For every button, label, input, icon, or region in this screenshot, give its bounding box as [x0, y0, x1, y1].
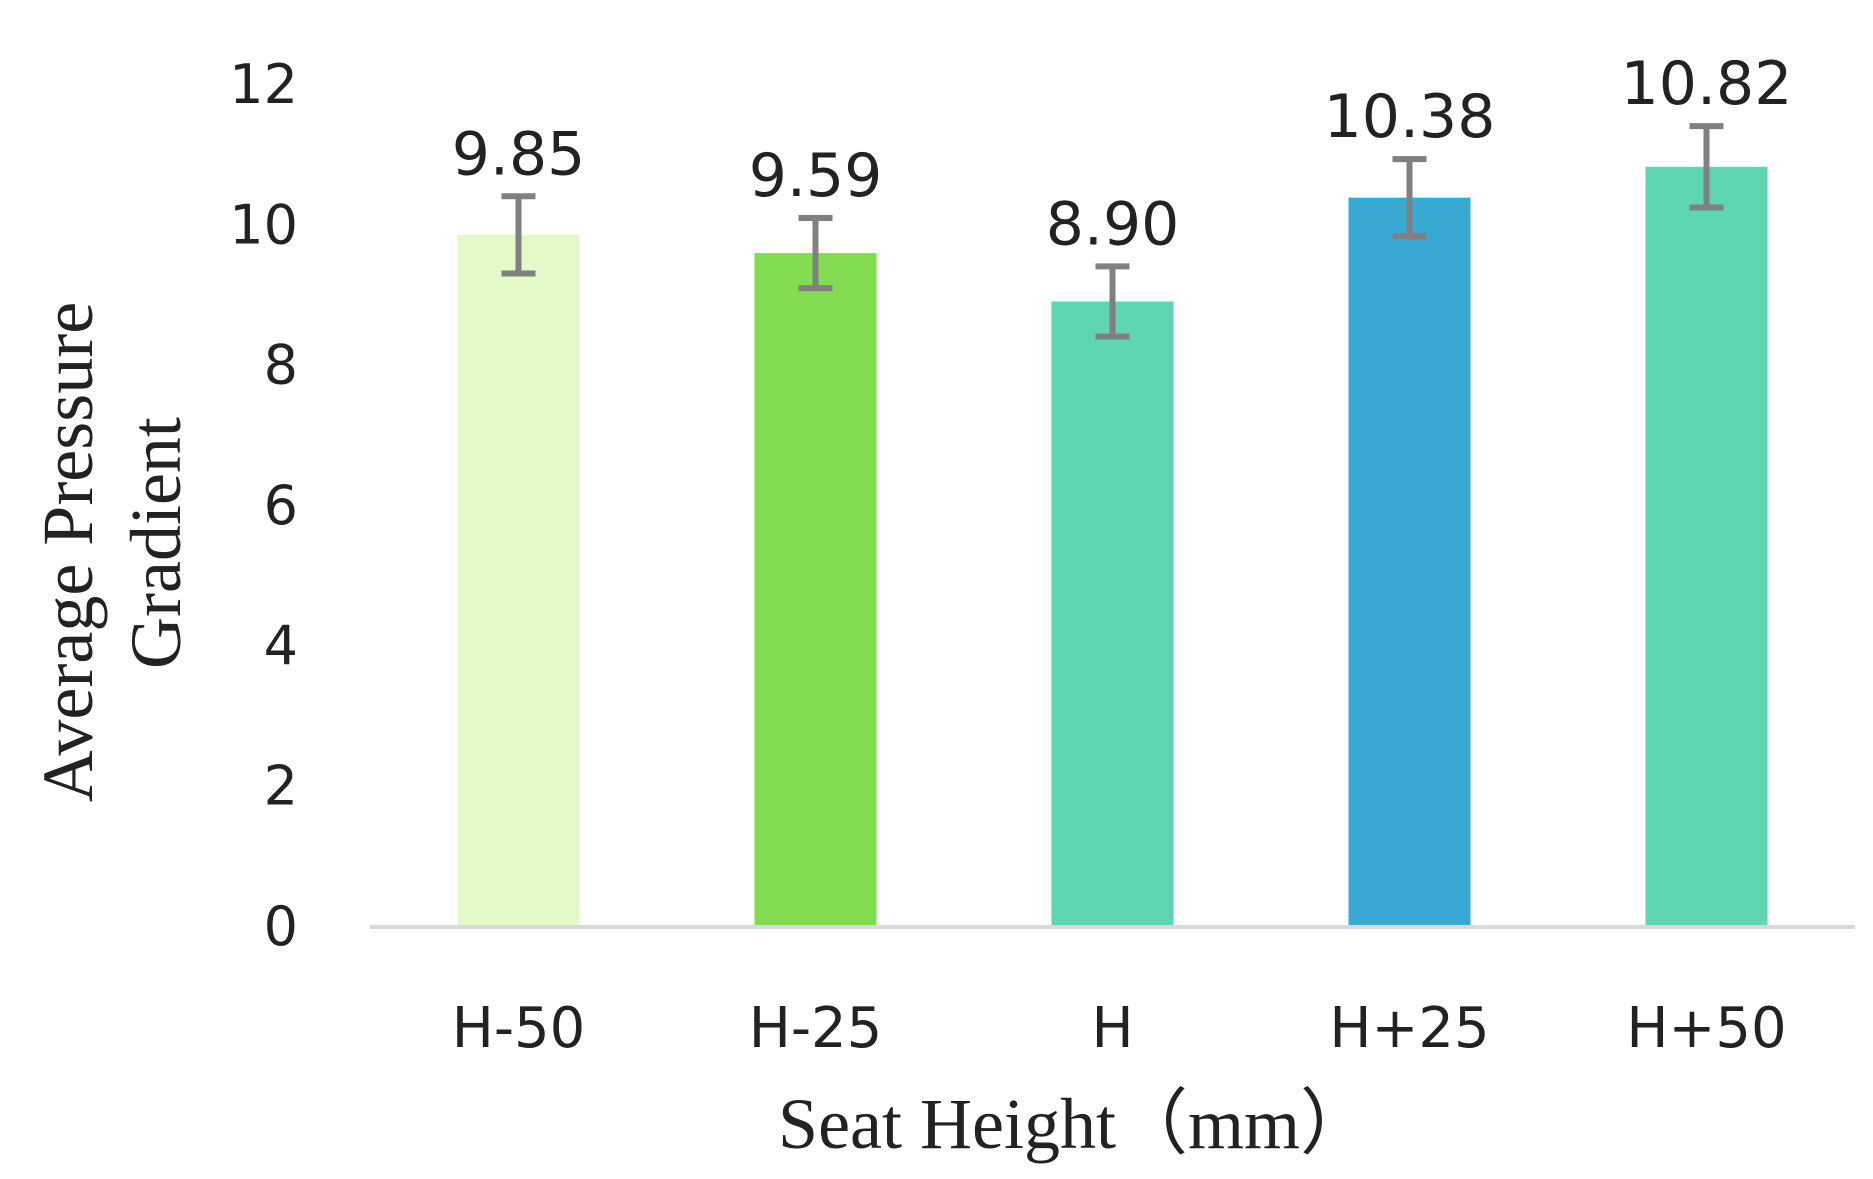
- x-tick-label: H: [1091, 996, 1133, 1061]
- y-tick-label: 8: [264, 334, 298, 397]
- x-tick-label: H-25: [749, 996, 883, 1061]
- bars: [457, 166, 1768, 927]
- y-tick-label: 2: [264, 755, 298, 818]
- x-axis-title: Seat Height（mm）: [778, 1084, 1372, 1164]
- x-tick-label: H+25: [1329, 996, 1489, 1061]
- y-axis-title: Average Pressure Gradient: [28, 284, 196, 802]
- x-tick-label: H-50: [452, 996, 586, 1061]
- error-bars: [501, 123, 1724, 340]
- error-bar: [798, 215, 833, 292]
- data-label: 10.38: [1324, 82, 1496, 152]
- data-label: 9.85: [452, 119, 586, 189]
- bar-h: [1051, 301, 1174, 926]
- data-labels: 9.85 9.59 8.90 10.38 10.82: [452, 49, 1793, 259]
- error-bar: [501, 193, 536, 277]
- bar-hminus50: [457, 234, 580, 926]
- data-label: 8.90: [1046, 189, 1180, 259]
- bar-hplus50: [1645, 166, 1768, 927]
- data-label: 10.82: [1621, 49, 1793, 119]
- y-tick-label: 12: [229, 53, 298, 116]
- y-axis-title-line-1: Average Pressure: [28, 302, 108, 802]
- x-tick-label: H+50: [1626, 996, 1786, 1061]
- x-axis-ticks: H-50 H-25 H H+25 H+50: [452, 996, 1787, 1061]
- bar-hplus25: [1348, 197, 1471, 927]
- y-axis-ticks: 0 2 4 6 8 10 12: [229, 53, 298, 958]
- error-bar: [1689, 123, 1724, 211]
- y-tick-label: 4: [264, 614, 298, 677]
- y-tick-label: 6: [264, 474, 298, 537]
- data-label: 9.59: [749, 141, 883, 211]
- error-bar: [1392, 156, 1427, 240]
- error-bar: [1095, 263, 1130, 340]
- y-tick-label: 0: [264, 895, 298, 958]
- y-tick-label: 10: [229, 193, 298, 256]
- y-axis-title-line-2: Gradient: [116, 417, 196, 669]
- bar-hminus25: [754, 253, 877, 926]
